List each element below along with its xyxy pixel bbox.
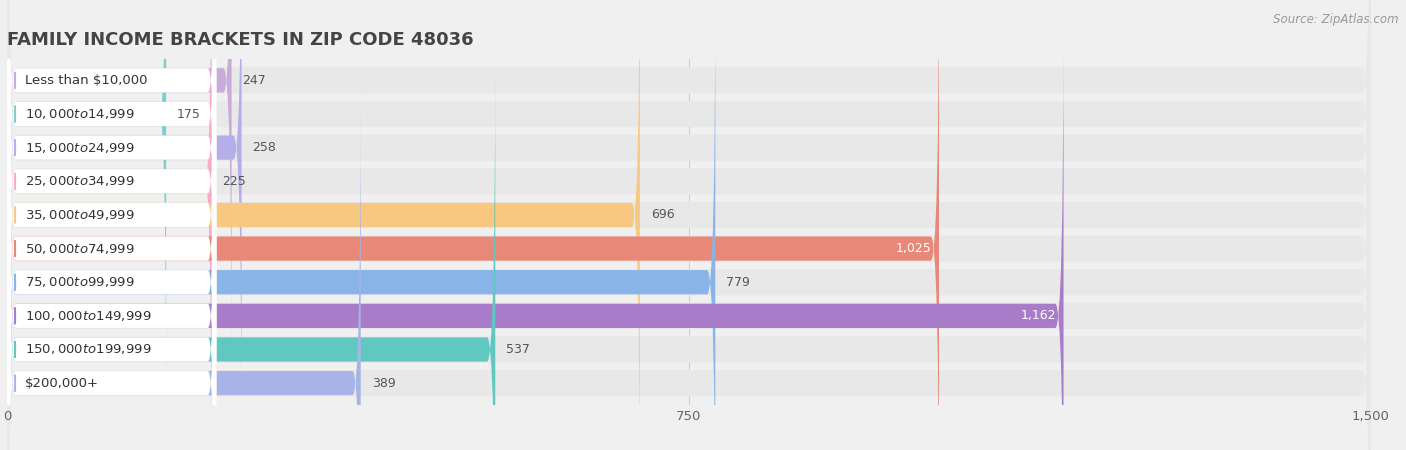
Text: $75,000 to $99,999: $75,000 to $99,999 — [25, 275, 135, 289]
FancyBboxPatch shape — [7, 0, 1371, 437]
Text: 225: 225 — [222, 175, 246, 188]
FancyBboxPatch shape — [7, 0, 1371, 404]
FancyBboxPatch shape — [7, 0, 1371, 450]
Text: Source: ZipAtlas.com: Source: ZipAtlas.com — [1274, 14, 1399, 27]
FancyBboxPatch shape — [7, 0, 1371, 450]
FancyBboxPatch shape — [7, 0, 217, 405]
FancyBboxPatch shape — [7, 93, 217, 450]
FancyBboxPatch shape — [7, 0, 217, 371]
Text: $100,000 to $149,999: $100,000 to $149,999 — [25, 309, 152, 323]
Text: 1,162: 1,162 — [1021, 309, 1056, 322]
FancyBboxPatch shape — [7, 0, 217, 450]
Text: 696: 696 — [651, 208, 675, 221]
FancyBboxPatch shape — [7, 0, 1371, 450]
FancyBboxPatch shape — [7, 60, 1371, 450]
FancyBboxPatch shape — [7, 0, 1371, 450]
FancyBboxPatch shape — [7, 0, 1371, 450]
FancyBboxPatch shape — [7, 93, 361, 450]
Text: 537: 537 — [506, 343, 530, 356]
FancyBboxPatch shape — [7, 0, 211, 450]
FancyBboxPatch shape — [7, 26, 1371, 450]
FancyBboxPatch shape — [7, 59, 217, 450]
FancyBboxPatch shape — [7, 25, 217, 450]
Text: $50,000 to $74,999: $50,000 to $74,999 — [25, 242, 135, 256]
FancyBboxPatch shape — [7, 0, 232, 371]
FancyBboxPatch shape — [7, 0, 939, 450]
Text: $25,000 to $34,999: $25,000 to $34,999 — [25, 174, 135, 188]
Text: $15,000 to $24,999: $15,000 to $24,999 — [25, 141, 135, 155]
FancyBboxPatch shape — [7, 0, 716, 450]
FancyBboxPatch shape — [7, 0, 166, 405]
Text: 258: 258 — [253, 141, 277, 154]
FancyBboxPatch shape — [7, 0, 242, 438]
FancyBboxPatch shape — [7, 0, 217, 450]
Text: FAMILY INCOME BRACKETS IN ZIP CODE 48036: FAMILY INCOME BRACKETS IN ZIP CODE 48036 — [7, 31, 474, 49]
Text: $200,000+: $200,000+ — [25, 377, 100, 390]
Text: $150,000 to $199,999: $150,000 to $199,999 — [25, 342, 152, 356]
FancyBboxPatch shape — [7, 0, 217, 438]
FancyBboxPatch shape — [7, 0, 217, 450]
FancyBboxPatch shape — [7, 59, 495, 450]
FancyBboxPatch shape — [7, 25, 1063, 450]
Text: 389: 389 — [371, 377, 395, 390]
Text: 247: 247 — [242, 74, 266, 87]
Text: 779: 779 — [727, 276, 749, 289]
Text: $10,000 to $14,999: $10,000 to $14,999 — [25, 107, 135, 121]
FancyBboxPatch shape — [7, 0, 640, 450]
Text: 175: 175 — [177, 108, 201, 121]
FancyBboxPatch shape — [7, 0, 217, 450]
Text: Less than $10,000: Less than $10,000 — [25, 74, 148, 87]
Text: 1,025: 1,025 — [896, 242, 932, 255]
Text: $35,000 to $49,999: $35,000 to $49,999 — [25, 208, 135, 222]
FancyBboxPatch shape — [7, 0, 1371, 450]
